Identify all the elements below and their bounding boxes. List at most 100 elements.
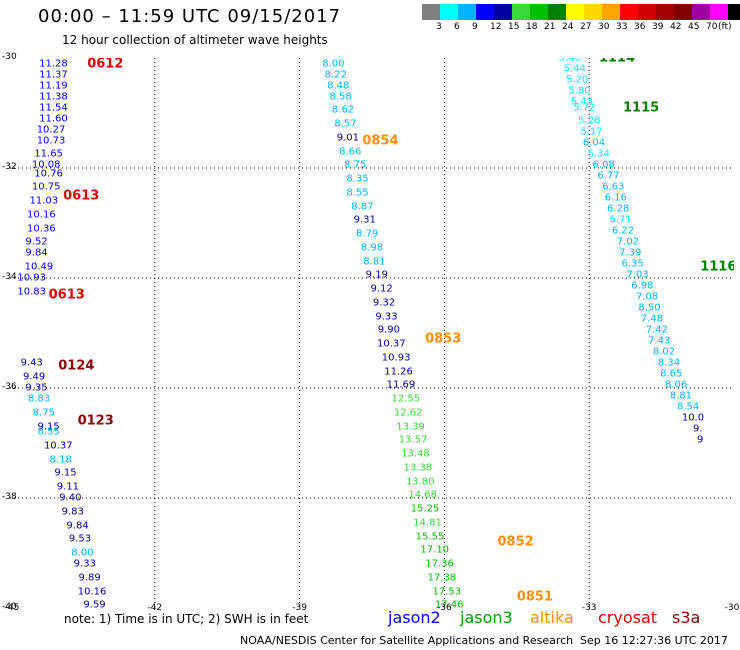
color-swatch [458,4,476,20]
pass-time-label: 0123 [77,413,114,429]
units-note: note: 1) Time is in UTC; 2) SWH is in fe… [64,612,309,626]
wave-height-label: 11.19 [39,80,68,91]
wave-height-label: 11.60 [39,113,68,124]
wave-height-label: 9.32 [372,297,396,309]
pass-time-label: 0851 [516,589,553,605]
pass-time-label: 0852 [497,534,534,550]
pass-time-label: 1115 [622,100,660,115]
map-grid [10,58,734,608]
lat-tick-label: -30 [2,52,17,62]
color-scale-label: 12 [490,22,502,32]
wave-height-label: 6.04 [582,137,606,149]
pass-time-label: 0124 [58,358,95,374]
wave-height-label: 11.26 [384,366,413,377]
wave-height-label: 9 [697,434,704,446]
color-scale-label: 15 [508,22,520,32]
lat-tick-label: -32 [2,162,17,172]
wave-height-label: 8.83 [27,393,51,405]
wave-height-label: 7.48 [640,313,664,325]
pass-time-label: 0854 [362,133,399,148]
color-scale-label: 24 [562,22,574,32]
wave-height-label: 11.28 [39,58,68,69]
wave-height-label: 5.48 [558,58,582,64]
wave-height-label: 7.08 [635,291,659,303]
wave-height-label: 8.18 [49,454,72,465]
wave-height-label: 10.76 [34,168,63,179]
wave-height-label: 6.63 [602,181,625,193]
wave-height-label: 8.81 [363,256,386,267]
lon-tick-label: -45 [4,603,20,613]
pass-time-label: 0853 [425,331,462,346]
wave-height-label: 15.25 [410,503,440,515]
color-scale-label: 42 [670,22,682,32]
wave-height-label: 17.38 [427,572,457,584]
wave-height-label: 9.19 [365,269,388,281]
wave-height-label: 8.75 [32,407,55,419]
wave-height-label: 17.36 [425,558,454,570]
wave-height-label: 8.22 [324,69,347,80]
wave-height-label: 10.16 [77,586,107,597]
wave-height-label: 8.87 [351,201,374,212]
color-scale-label: 3 [436,22,442,32]
wave-height-label: 10.37 [43,440,73,452]
color-scale-label: (ft) [718,22,732,32]
wave-height-label: 9.31 [353,214,376,226]
wave-height-label: 9.89 [78,572,101,584]
pass-time-label: 0613 [48,287,85,302]
wave-height-label: 13.39 [396,421,425,432]
wave-height-label: 9.01 [336,132,359,144]
pass-time-label: 1116 [700,259,734,275]
wave-height-label: 8.54 [677,401,700,413]
color-scale-bar [422,4,740,20]
wave-height-label: 17.10 [420,544,450,556]
wave-height-label: 11.38 [39,91,68,102]
wave-height-label: 5.17 [580,126,603,138]
color-swatch [494,4,512,20]
wave-height-label: 9.53 [68,533,92,545]
color-swatch [638,4,656,20]
page-subtitle: 12 hour collection of altimeter wave hei… [62,33,328,47]
wave-height-label: 9.33 [375,311,398,322]
wave-height-label: 11.03 [29,195,59,207]
wave-height-label: 8.98 [360,242,384,254]
wave-height-label: 13.48 [401,448,430,460]
color-swatch [620,4,638,20]
map-plot-area: 11.28 11.37 11.19 11.38 11.54 11.60 10.27 10.73… [10,58,734,608]
color-scale-label: 21 [544,22,556,32]
wave-height-label: 9.11 [56,481,80,493]
lat-tick-label: -38 [2,492,17,502]
wave-height-label: 8.75 [343,159,367,171]
color-swatch [584,4,602,20]
wave-height-label: 11.65 [34,148,63,160]
pass-time-label: 0613 [63,188,100,203]
wave-height-label: 14.81 [413,517,442,529]
wave-height-label: 9.84 [25,247,48,259]
color-swatch [710,4,728,20]
wave-height-label: 7.03 [626,269,649,281]
wave-height-label: 13.80 [405,476,435,487]
wave-height-label: 6.28 [607,203,630,215]
color-scale-label: 70 [706,22,718,32]
wave-height-label: 9.12 [370,283,393,295]
legend-item-s3a: s3a [672,608,701,627]
page-title: 00:00 – 11:59 UTC 09/15/2017 [38,6,342,27]
wave-height-label: 8.35 [346,173,369,185]
lon-tick-label: -42 [147,603,163,613]
wave-height-label: 5.43 [570,96,594,108]
wave-height-label: 10.73 [36,135,66,146]
color-swatch [530,4,548,20]
wave-height-label: 9.84 [66,520,89,531]
wave-height-label: 6.08 [592,159,615,171]
color-swatch [476,4,494,20]
wave-height-label: 6.98 [631,280,654,292]
wave-height-label: 8.66 [339,146,362,157]
lat-tick-label: -40 [2,602,17,612]
wave-height-label: 11.69 [386,379,416,391]
wave-height-label: 7.02 [616,236,639,248]
wave-height-label: 10.49 [24,261,54,273]
wave-height-label: 9.15 [37,421,60,432]
color-scale-label: 36 [634,22,646,32]
footer-timestamp: Sep 16 12:27:36 UTC 2017 [580,634,728,647]
color-swatch [566,4,584,20]
pass-time-label: 1114 [598,58,636,66]
